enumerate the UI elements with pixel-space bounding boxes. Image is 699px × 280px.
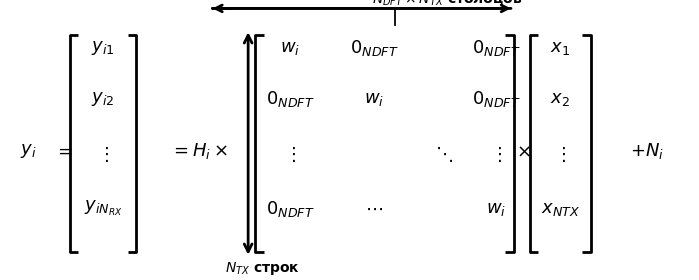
Text: $x_1$: $x_1$	[550, 39, 570, 57]
Text: $x_2$: $x_2$	[550, 90, 570, 108]
Text: $0_{NDFT}$: $0_{NDFT}$	[266, 199, 315, 219]
Text: $0_{NDFT}$: $0_{NDFT}$	[472, 89, 521, 109]
Text: $0_{NDFT}$: $0_{NDFT}$	[350, 38, 398, 58]
Text: $N_{DFT}\times N_{TX}$ столбцов: $N_{DFT}\times N_{TX}$ столбцов	[372, 0, 523, 7]
Text: $N_{TX}$ строк: $N_{TX}$ строк	[224, 260, 300, 277]
Text: $w_i$: $w_i$	[280, 39, 300, 57]
Text: $y_{iN_{RX}}$: $y_{iN_{RX}}$	[84, 199, 122, 218]
Text: $+ N_i$: $+ N_i$	[630, 141, 663, 161]
Text: $\times$: $\times$	[516, 142, 530, 160]
Text: $= H_i \times$: $= H_i \times$	[171, 141, 228, 161]
Text: $x_{NTX}$: $x_{NTX}$	[541, 200, 579, 218]
Text: $\cdots$: $\cdots$	[365, 200, 383, 218]
Text: $w_i$: $w_i$	[364, 90, 384, 108]
Text: $\vdots$: $\vdots$	[284, 144, 296, 164]
Text: $\vdots$: $\vdots$	[554, 144, 566, 164]
Text: $y_i$: $y_i$	[20, 142, 36, 160]
Text: $=$: $=$	[54, 142, 72, 160]
Text: $0_{NDFT}$: $0_{NDFT}$	[472, 38, 521, 58]
Text: $w_i$: $w_i$	[487, 200, 506, 218]
Text: $\vdots$: $\vdots$	[97, 144, 109, 164]
Text: $\ddots$: $\ddots$	[435, 144, 453, 164]
Text: $\vdots$: $\vdots$	[491, 144, 502, 164]
Text: $y_{i2}$: $y_{i2}$	[92, 90, 115, 108]
Text: $y_{i1}$: $y_{i1}$	[92, 39, 115, 57]
Text: $0_{NDFT}$: $0_{NDFT}$	[266, 89, 315, 109]
